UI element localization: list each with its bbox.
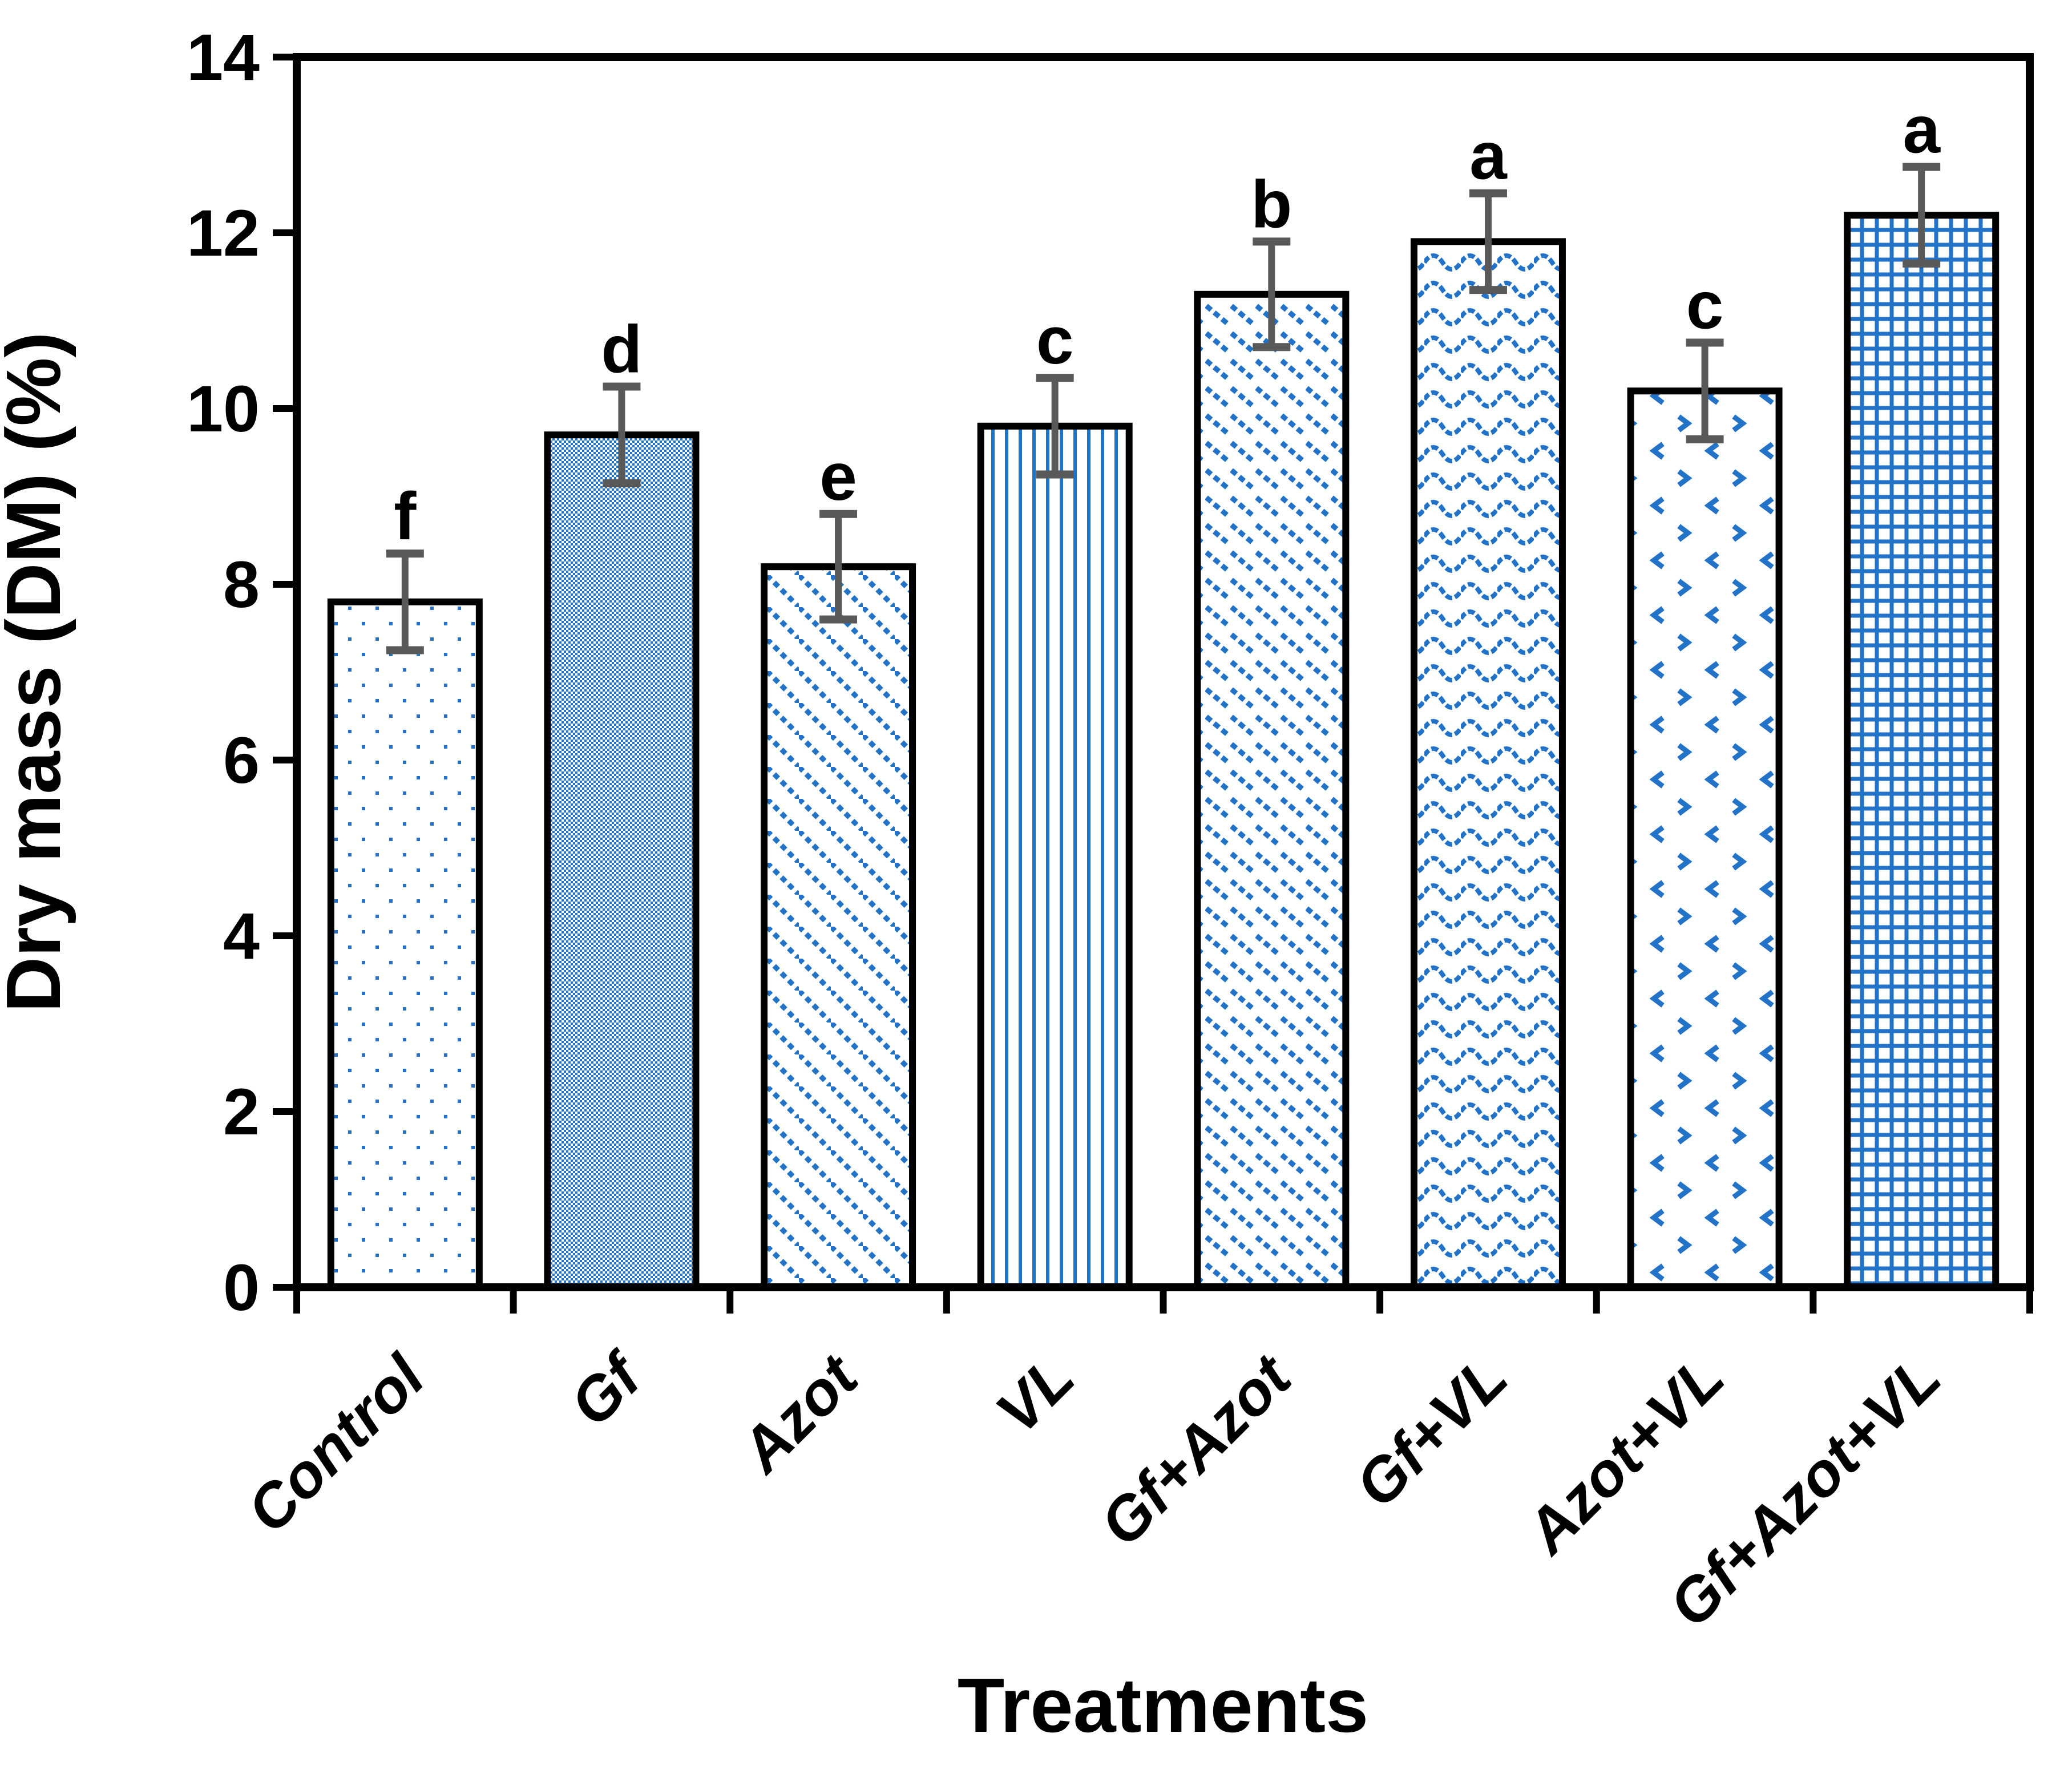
y-tick-label: 2 (223, 1076, 260, 1149)
significance-letter-gf-azot: b (1251, 167, 1292, 242)
significance-letter-vl: c (1036, 303, 1074, 378)
y-tick-label: 0 (223, 1251, 260, 1324)
plot-frame (293, 53, 2034, 1291)
y-tick-label: 14 (187, 21, 260, 94)
y-tick-label: 6 (223, 724, 260, 797)
x-category-label-gf-azot: Gf+Azot (1087, 1340, 1305, 1559)
significance-letter-gf-vl: a (1469, 119, 1508, 194)
y-tick-label: 4 (223, 900, 260, 973)
y-tick-label: 8 (223, 548, 260, 621)
x-axis-title: Treatments (958, 1662, 1368, 1748)
x-category-label-azot-vl: Azot+VL (1512, 1342, 1737, 1567)
x-category-label-azot: Azot (726, 1340, 872, 1486)
bar-azot (761, 563, 916, 1291)
x-category-label-vl: VL (983, 1342, 1087, 1446)
bar-azot-vl (1627, 387, 1783, 1291)
significance-letter-control: f (394, 479, 417, 554)
bar-gf-azot-vl (1844, 212, 2000, 1291)
y-axis-title: Dry mass (DM) (%) (0, 332, 76, 1013)
significance-letter-gf-azot-vl: a (1903, 92, 1941, 168)
bar-control (327, 598, 483, 1291)
y-tick-label: 10 (187, 373, 260, 446)
significance-letter-azot: e (819, 439, 857, 515)
x-category-label-gf: Gf (556, 1338, 657, 1439)
x-category-label-control: Control (233, 1341, 438, 1545)
bar-vl (977, 422, 1133, 1291)
significance-letter-gf: d (601, 312, 642, 387)
plot-area: 0 2 4 6 8 10 12 14 f Control d Gf e Azot c VL b Gf+Azot a G… (187, 21, 2034, 1640)
y-tick-label: 12 (187, 197, 260, 270)
bar-gf (544, 431, 700, 1291)
significance-letter-azot-vl: c (1686, 268, 1724, 344)
bar-gf-azot (1194, 290, 1350, 1291)
bar-gf-vl (1410, 238, 1566, 1291)
x-category-label-gf-vl: Gf+VL (1342, 1342, 1521, 1521)
